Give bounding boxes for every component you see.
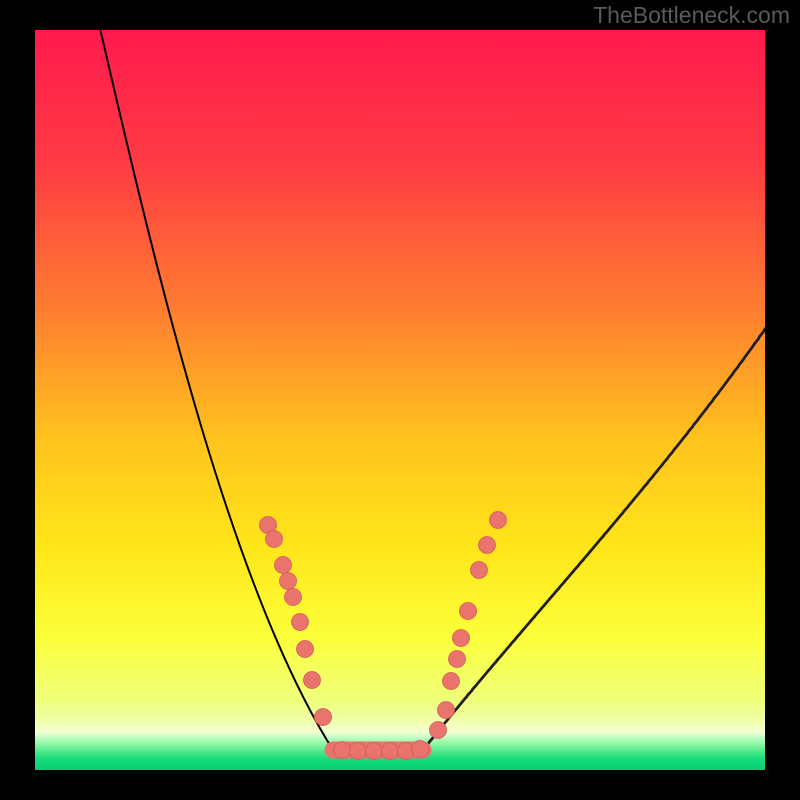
marker-left [315,709,332,726]
bottleneck-chart [0,0,800,800]
marker-bottom [334,742,351,759]
marker-left [292,614,309,631]
marker-left [280,573,297,590]
marker-bottom [382,743,399,760]
marker-right [479,537,496,554]
marker-right [460,603,477,620]
marker-bottom [366,743,383,760]
marker-right [438,702,455,719]
marker-right [449,651,466,668]
gradient-panel [35,30,765,770]
marker-left [297,641,314,658]
marker-right [453,630,470,647]
marker-left [285,589,302,606]
marker-bottom [412,741,429,758]
plot-area [35,24,768,770]
marker-right [471,562,488,579]
chart-container: TheBottleneck.com [0,0,800,800]
marker-right [443,673,460,690]
marker-right [430,722,447,739]
marker-left [266,531,283,548]
marker-left [275,557,292,574]
marker-left [304,672,321,689]
marker-bottom [350,743,367,760]
marker-right [490,512,507,529]
watermark-text: TheBottleneck.com [593,2,790,29]
